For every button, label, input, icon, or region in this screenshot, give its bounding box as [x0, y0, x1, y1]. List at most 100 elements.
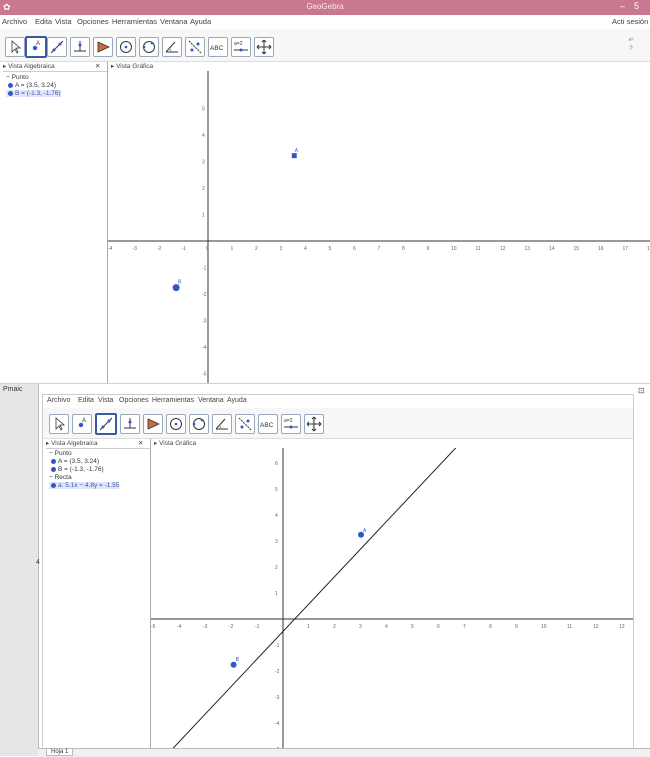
move-view-icon[interactable]	[304, 414, 324, 434]
x-tick-label: -3	[203, 624, 208, 630]
close-icon[interactable]: ✕	[138, 440, 144, 447]
point-visibility-icon[interactable]	[8, 90, 13, 96]
perpendicular-tool-icon[interactable]	[70, 37, 90, 57]
menu-ventana[interactable]: Ventana	[160, 17, 188, 26]
x-tick-label: 1	[307, 624, 310, 630]
collapse-arrow-icon[interactable]: ▸	[3, 63, 7, 70]
menu-edita[interactable]: Edita	[35, 17, 53, 26]
menu-sign-in[interactable]: Acti sesión	[612, 17, 649, 26]
x-tick-label: 3	[280, 246, 283, 252]
algebra-view-header: Vista Algebraica	[51, 440, 98, 447]
y-tick-label: -2	[275, 669, 280, 675]
graphics-view[interactable]: ▸ Vista Gráfica -4 -3 -2 -1 0 1 2 3 4 5 6 7 8 9 10 11 12…	[108, 62, 650, 383]
point-visibility-icon[interactable]	[51, 466, 56, 472]
sheet-tab-bar: Hoja 1	[38, 748, 650, 757]
list-item[interactable]: A = (3.5, 3.24)	[6, 82, 56, 89]
collapse-arrow-icon[interactable]: ▸	[111, 63, 115, 70]
x-tick-label: 2	[255, 246, 258, 252]
list-item[interactable]: B = (-1.3, -1.76)	[6, 90, 61, 97]
graphics-canvas[interactable]: -4-3-2-101234567891011121314151617185432…	[108, 71, 650, 383]
menu-herramientas[interactable]: Herramientas	[152, 397, 195, 404]
point-tool-icon[interactable]: A	[72, 414, 92, 434]
menu-archivo[interactable]: Archivo	[47, 397, 71, 404]
move-tool-icon[interactable]	[49, 414, 69, 434]
reflect-tool-icon[interactable]	[185, 37, 205, 57]
menu-vista[interactable]: Vista	[55, 17, 72, 26]
perpendicular-tool-icon[interactable]	[120, 414, 140, 434]
point-visibility-icon[interactable]	[8, 82, 13, 88]
menu-ayuda[interactable]: Ayuda	[227, 397, 247, 404]
side-strip: Pmaic 4	[0, 384, 40, 756]
side-label: Pmaic	[3, 386, 23, 393]
line-visibility-icon[interactable]	[51, 482, 56, 488]
circle-tool-icon[interactable]	[116, 37, 136, 57]
menu-ayuda[interactable]: Ayuda	[190, 17, 212, 26]
text-tool-icon[interactable]: ABC	[258, 414, 278, 434]
x-tick-label: 7	[378, 246, 381, 252]
close-icon[interactable]: ✕	[95, 63, 101, 70]
y-tick-label: 1	[202, 213, 205, 219]
menu-ventana[interactable]: Ventana	[198, 397, 224, 404]
x-tick-label: 18	[647, 246, 650, 252]
point-tool-icon[interactable]: A	[25, 36, 47, 58]
x-tick-label: 13	[619, 624, 625, 630]
restore-icon[interactable]: ⊡	[638, 386, 645, 395]
y-tick-label: -3	[202, 319, 207, 325]
list-item[interactable]: A = (3.5, 3.24)	[49, 458, 99, 465]
svg-text:ABC: ABC	[210, 45, 224, 52]
menu-vista[interactable]: Vista	[98, 397, 114, 404]
x-tick-label: 4	[304, 246, 307, 252]
graphics-view-header: Vista Gráfica	[116, 63, 154, 70]
list-item[interactable]: B = (-1.3, -1.76)	[49, 466, 104, 473]
x-tick-label: -4	[108, 246, 113, 252]
slider-tool-icon[interactable]: a=2	[231, 37, 251, 57]
angle-tool-icon[interactable]	[212, 414, 232, 434]
point-a	[291, 153, 297, 159]
graphics-view[interactable]: ▸ Vista Gráfica -5 -4 -3 -2 -1 1 2 3 4 5 6 7 8 9 10 11 1…	[151, 439, 633, 751]
polygon-tool-icon[interactable]	[93, 37, 113, 57]
line-tool-icon[interactable]	[95, 413, 117, 435]
line-tool-icon[interactable]	[47, 37, 67, 57]
slider-tool-icon[interactable]: a=2	[281, 414, 301, 434]
x-tick-label: 16	[598, 246, 604, 252]
x-tick-label: 14	[549, 246, 555, 252]
menu-opciones[interactable]: Opciones	[119, 397, 149, 404]
circle-three-points-icon[interactable]	[189, 414, 209, 434]
collapse-arrow-icon[interactable]: ▸	[46, 440, 50, 447]
text-tool-icon[interactable]: ABC	[208, 37, 228, 57]
x-tick-label: 5	[411, 624, 414, 630]
y-tick-label: -5	[202, 372, 207, 378]
menu-archivo[interactable]: Archivo	[2, 17, 28, 26]
svg-text:a=2: a=2	[234, 41, 243, 47]
point-label: A	[363, 528, 367, 534]
geogebra-icon[interactable]: ✿	[3, 2, 11, 12]
menu-edita[interactable]: Edita	[78, 397, 94, 404]
move-view-icon[interactable]	[254, 37, 274, 57]
point-visibility-icon[interactable]	[51, 458, 56, 464]
move-tool-icon[interactable]	[5, 37, 25, 57]
list-item[interactable]: a: 5.1x − 4.8y = -1.55	[49, 482, 120, 489]
x-tick-label: 10	[541, 624, 547, 630]
point-label: B	[178, 280, 182, 286]
x-tick-label: 6	[437, 624, 440, 630]
y-tick-label: 3	[275, 539, 278, 545]
polygon-tool-icon[interactable]	[143, 414, 163, 434]
svg-text:a=2: a=2	[284, 418, 293, 424]
point-b	[230, 661, 237, 668]
graphics-canvas[interactable]: -5 -4 -3 -2 -1 1 2 3 4 5 6 7 8 9 10 11 12 13654321-1-2-3-…	[151, 448, 633, 751]
angle-tool-icon[interactable]	[162, 37, 182, 57]
circle-tool-icon[interactable]	[166, 414, 186, 434]
circle-three-points-icon[interactable]	[139, 37, 159, 57]
undo-redo-icon[interactable]: ↶?	[628, 38, 634, 52]
line-a	[169, 448, 457, 751]
minimize-icon[interactable]: –	[620, 1, 626, 11]
maximize-icon[interactable]: 5	[634, 1, 640, 11]
x-tick-label: 10	[451, 246, 457, 252]
toolbar: A ABC a=2 ↶?	[0, 29, 650, 62]
menu-herramientas[interactable]: Herramientas	[112, 17, 158, 26]
reflect-tool-icon[interactable]	[235, 414, 255, 434]
menu-opciones[interactable]: Opciones	[77, 17, 109, 26]
point-a	[358, 531, 364, 538]
collapse-arrow-icon[interactable]: ▸	[154, 440, 158, 447]
x-tick-label: 11	[476, 246, 481, 252]
